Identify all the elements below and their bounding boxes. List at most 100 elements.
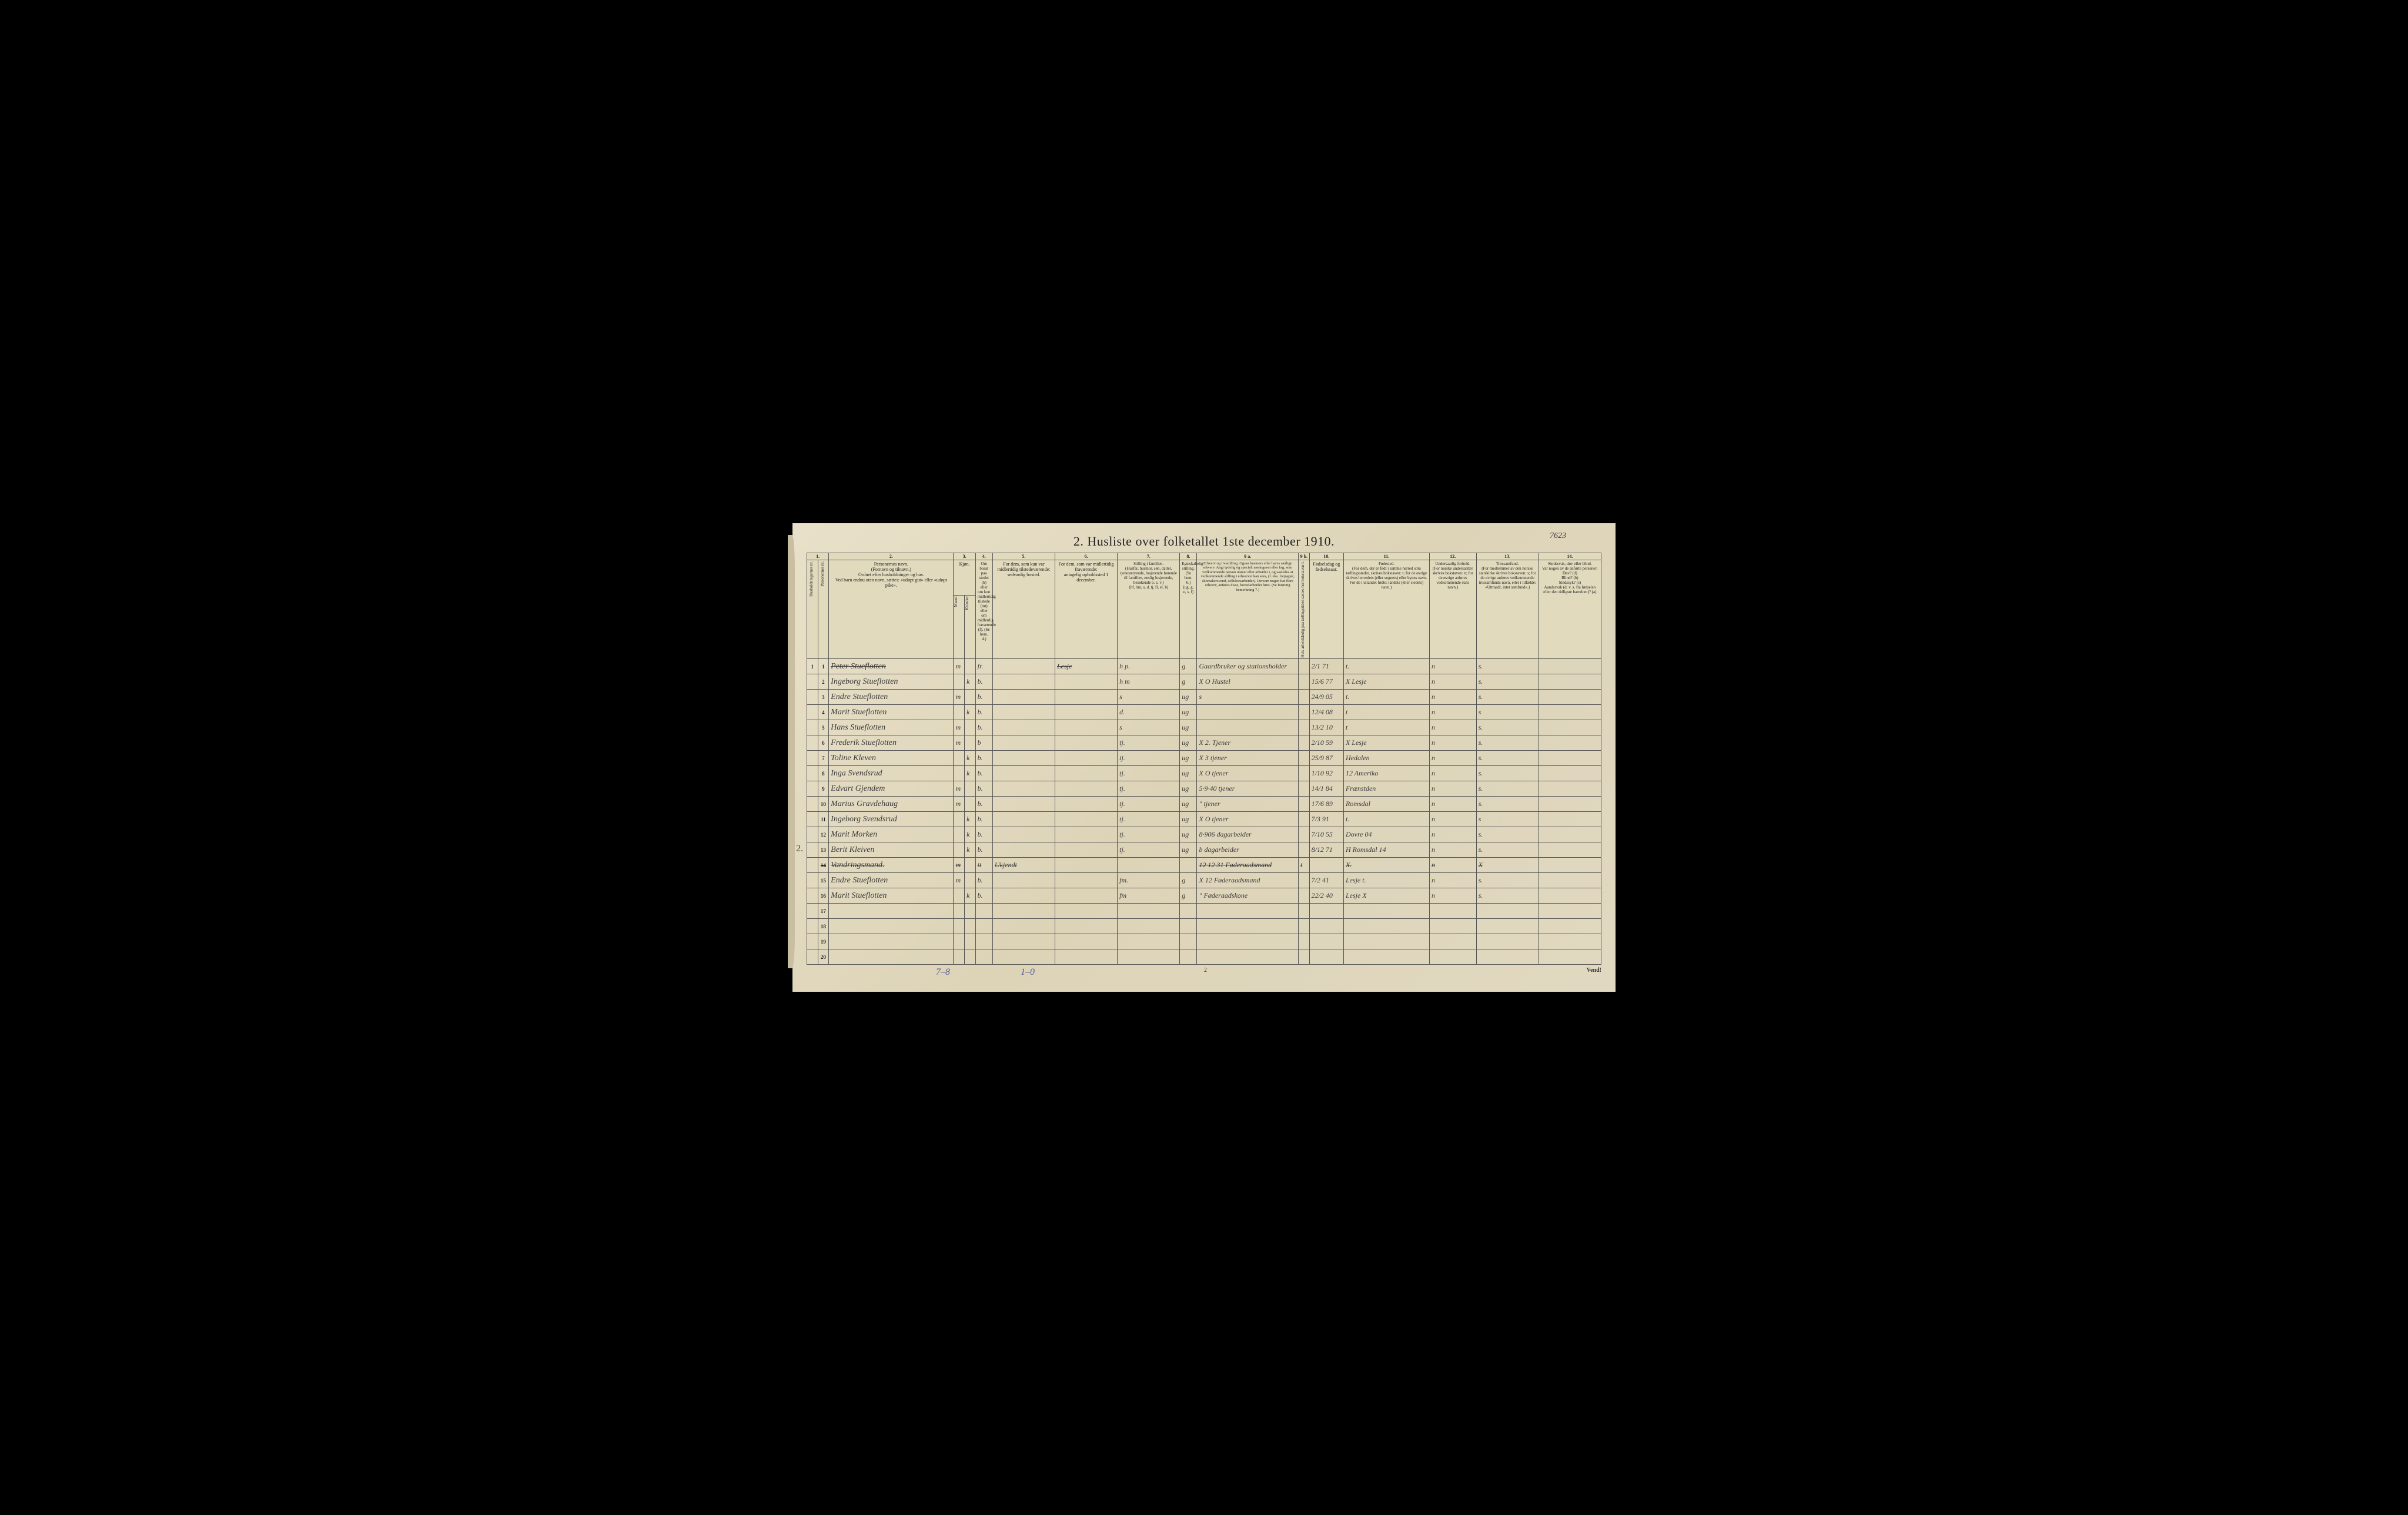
cell-c13: s. <box>1476 797 1539 812</box>
cell-c7: fm. <box>1118 873 1180 888</box>
cell-c9a: X O Hustel <box>1197 674 1299 690</box>
cell-c9a: X O tjener <box>1197 812 1299 827</box>
table-row: 20 <box>807 949 1601 965</box>
cell-c14 <box>1539 919 1601 934</box>
cell-c10 <box>1309 934 1343 949</box>
cell-bf: b. <box>975 873 992 888</box>
cell-k <box>965 873 976 888</box>
cell-hh <box>807 690 818 705</box>
cell-c5 <box>992 690 1055 705</box>
cell-c5 <box>992 949 1055 965</box>
cell-c7: tj. <box>1118 812 1180 827</box>
cell-k: k <box>965 674 976 690</box>
cell-c11: t. <box>1343 812 1429 827</box>
cell-c7: s <box>1118 690 1180 705</box>
cell-c9b <box>1299 812 1310 827</box>
cell-c10: 24/9 05 <box>1309 690 1343 705</box>
cell-c6 <box>1055 812 1117 827</box>
cell-name: Marius Gravdehaug <box>829 797 954 812</box>
cell-c9b <box>1299 904 1310 919</box>
cell-k: k <box>965 812 976 827</box>
cell-c6: Lesje <box>1055 659 1117 674</box>
cell-m <box>954 827 965 842</box>
cell-c8 <box>1180 904 1197 919</box>
cell-m <box>954 812 965 827</box>
cell-c7: h m <box>1118 674 1180 690</box>
cell-hh <box>807 735 818 751</box>
cell-k: k <box>965 842 976 858</box>
cell-c9a: X 2. Tjener <box>1197 735 1299 751</box>
cell-c11: Lesje X <box>1343 888 1429 904</box>
colnum: 3. <box>954 553 975 560</box>
cell-c8: ug <box>1180 842 1197 858</box>
cell-c5 <box>992 919 1055 934</box>
table-row: 14Vandringsmand.mttUkjendt12·12·31 Føder… <box>807 858 1601 873</box>
cell-c5 <box>992 705 1055 720</box>
cell-c14 <box>1539 842 1601 858</box>
cell-m <box>954 842 965 858</box>
cell-c7 <box>1118 858 1180 873</box>
cell-bf: b. <box>975 812 992 827</box>
cell-hh: 1 <box>807 659 818 674</box>
cell-c11: t <box>1343 705 1429 720</box>
cell-name: Marit Morken <box>829 827 954 842</box>
cell-pn: 8 <box>818 766 829 781</box>
cell-c13: s. <box>1476 766 1539 781</box>
cell-c10: 12/4 08 <box>1309 705 1343 720</box>
table-row: 17 <box>807 904 1601 919</box>
cell-c12: n <box>1429 766 1476 781</box>
cell-c8: ug <box>1180 720 1197 735</box>
cell-name: Endre Stueflotten <box>829 873 954 888</box>
cell-c13: s. <box>1476 888 1539 904</box>
cell-hh <box>807 842 818 858</box>
cell-k: k <box>965 827 976 842</box>
cell-c8 <box>1180 858 1197 873</box>
cell-c14 <box>1539 735 1601 751</box>
cell-c13: s. <box>1476 735 1539 751</box>
cell-c9b <box>1299 934 1310 949</box>
cell-bf: b. <box>975 674 992 690</box>
cell-c6 <box>1055 751 1117 766</box>
cell-c12: n <box>1429 690 1476 705</box>
cell-c11 <box>1343 949 1429 965</box>
cell-c6 <box>1055 705 1117 720</box>
cell-bf: fr. <box>975 659 992 674</box>
cell-c10: 14/1 84 <box>1309 781 1343 797</box>
cell-c14 <box>1539 812 1601 827</box>
cell-c11: t <box>1343 720 1429 735</box>
title-row: 2. Husliste over folketallet 1ste decemb… <box>807 534 1601 549</box>
table-head: 1. 2. 3. 4. 5. 6. 7. 8. 9 a. 9 b. 10. 11… <box>807 553 1601 659</box>
cell-c11: H Romsdal 14 <box>1343 842 1429 858</box>
cell-bf <box>975 934 992 949</box>
cell-c8: ug <box>1180 812 1197 827</box>
table-row: 2Ingeborg Stueflottenkb.h mgX O Hustel15… <box>807 674 1601 690</box>
cell-k <box>965 858 976 873</box>
cell-c8: ug <box>1180 781 1197 797</box>
cell-c9b: t <box>1299 858 1310 873</box>
cell-m <box>954 919 965 934</box>
cell-hh <box>807 858 818 873</box>
h13: Trossamfund. (For medlemmer av den norsk… <box>1476 560 1539 659</box>
table-row: 6Frederik Stueflottenmbtj.ugX 2. Tjener2… <box>807 735 1601 751</box>
cell-c8 <box>1180 934 1197 949</box>
table-row: 19 <box>807 934 1601 949</box>
cell-c9a: 5·9·40 tjener <box>1197 781 1299 797</box>
cell-k <box>965 659 976 674</box>
cell-pn: 5 <box>818 720 829 735</box>
h9b: Hvis arbeidsledig paa tællingstiden sætt… <box>1300 561 1305 658</box>
cell-hh <box>807 720 818 735</box>
cell-pn: 6 <box>818 735 829 751</box>
h3k: Kvinder. <box>965 596 969 610</box>
cell-c11: 12 Amerika <box>1343 766 1429 781</box>
h6: For dem, som var midlertidig fraværende:… <box>1055 560 1117 659</box>
cell-name <box>829 919 954 934</box>
cell-name: Peter Stueflotten <box>829 659 954 674</box>
colnum: 14. <box>1539 553 1601 560</box>
cell-c9b <box>1299 797 1310 812</box>
cell-c9b <box>1299 827 1310 842</box>
cell-c6 <box>1055 842 1117 858</box>
cell-hh <box>807 705 818 720</box>
cell-c14 <box>1539 797 1601 812</box>
footer-page-num: 2 <box>1204 967 1207 974</box>
cell-c9a: " Føderaadskone <box>1197 888 1299 904</box>
